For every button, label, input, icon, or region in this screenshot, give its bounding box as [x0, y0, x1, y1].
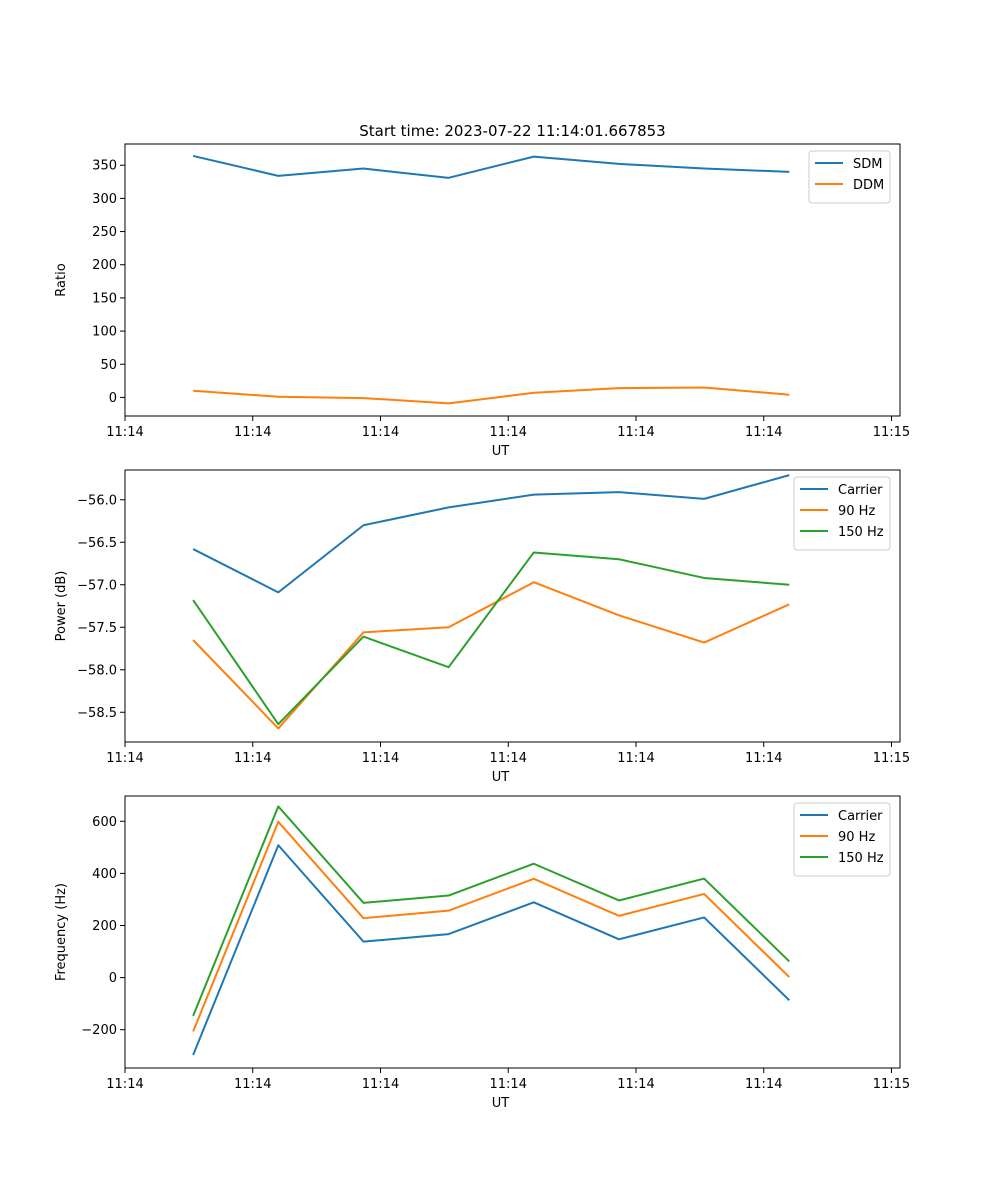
y-axis-label: Ratio: [54, 263, 69, 296]
y-tick-label: −56.0: [77, 493, 117, 508]
x-tick-label: 11:14: [745, 751, 782, 766]
series-line-sdm: [192, 154, 790, 179]
y-tick-label: −56.5: [77, 536, 117, 551]
y-tick-label: 150: [92, 291, 117, 306]
x-tick-label: 11:15: [873, 1077, 910, 1092]
x-axis-label: UT: [492, 1096, 510, 1111]
legend: Carrier 90 Hz 150 Hz: [793, 476, 891, 551]
legend-label: DDM: [853, 178, 884, 193]
legend-label: 150 Hz: [838, 851, 884, 866]
series-line-150-hz: [192, 805, 790, 1017]
x-tick-label: 11:14: [490, 425, 527, 440]
y-tick-label: 200: [92, 258, 117, 273]
y-tick-label: −58.0: [77, 663, 117, 678]
legend: Carrier 90 Hz 150 Hz: [793, 802, 891, 877]
x-tick-label: 11:14: [234, 751, 271, 766]
x-axis-label: UT: [492, 770, 510, 785]
series-line-90-hz: [192, 581, 790, 730]
x-tick-label: 11:14: [362, 751, 399, 766]
legend-label: 90 Hz: [838, 504, 875, 519]
y-tick-label: 250: [92, 225, 117, 240]
y-tick-label: −57.5: [77, 621, 117, 636]
x-axis-label: UT: [492, 444, 510, 459]
x-tick-label: 11:14: [106, 425, 143, 440]
legend-label: Carrier: [838, 809, 883, 824]
axes-frame: [124, 143, 901, 417]
y-tick-label: −58.5: [77, 706, 117, 721]
legend-label: 90 Hz: [838, 830, 875, 845]
panels: Start time: 2023-07-22 11:14:01.667853 11…: [54, 122, 910, 1111]
x-tick-label: 11:14: [490, 751, 527, 766]
y-tick-label: 200: [92, 919, 117, 934]
chart-panel-2: 11:14 11:14 11:14 11:14 11:14 11:14 11:15 −58.5…: [54, 469, 910, 785]
x-tick-label: 11:14: [617, 1077, 654, 1092]
x-tick-label: 11:14: [362, 425, 399, 440]
chart-title: Start time: 2023-07-22 11:14:01.667853: [359, 122, 665, 140]
legend-label: 150 Hz: [838, 525, 884, 540]
y-tick-label: 0: [109, 391, 117, 406]
y-tick-label: 100: [92, 325, 117, 340]
x-tick-label: 11:14: [106, 751, 143, 766]
y-tick-label: 0: [109, 971, 117, 986]
x-tick-label: 11:14: [617, 425, 654, 440]
series-line-carrier: [192, 474, 790, 594]
series-line-90-hz: [192, 820, 790, 1032]
y-tick-label: 300: [92, 192, 117, 207]
y-tick-label: 600: [92, 815, 117, 830]
x-tick-label: 11:14: [490, 1077, 527, 1092]
x-tick-label: 11:15: [873, 751, 910, 766]
series-line-ddm: [193, 386, 790, 405]
x-tick-label: 11:14: [617, 751, 654, 766]
series-line-150-hz: [192, 551, 790, 726]
chart-panel-3: 11:14 11:14 11:14 11:14 11:14 11:14 11:15 −200 0…: [54, 795, 910, 1111]
y-tick-label: 350: [92, 159, 117, 174]
y-tick-label: −57.0: [77, 578, 117, 593]
legend-label: SDM: [853, 157, 882, 172]
axes-frame: [124, 795, 901, 1069]
y-axis-label: Frequency (Hz): [54, 883, 69, 981]
x-tick-label: 11:14: [745, 1077, 782, 1092]
x-tick-label: 11:14: [106, 1077, 143, 1092]
chart-panel-1: Start time: 2023-07-22 11:14:01.667853 11…: [54, 122, 910, 459]
y-axis-label: Power (dB): [54, 571, 69, 642]
x-tick-label: 11:14: [362, 1077, 399, 1092]
y-tick-label: 50: [100, 358, 117, 373]
legend: SDM DDM: [808, 150, 891, 204]
y-tick-label: 400: [92, 867, 117, 882]
y-tick-label: −200: [81, 1023, 117, 1038]
legend-label: Carrier: [838, 483, 883, 498]
x-tick-label: 11:14: [234, 1077, 271, 1092]
x-tick-label: 11:14: [745, 425, 782, 440]
axes-frame: [124, 469, 901, 743]
x-tick-label: 11:15: [873, 425, 910, 440]
x-tick-label: 11:14: [234, 425, 271, 440]
series-line-carrier: [192, 844, 790, 1056]
